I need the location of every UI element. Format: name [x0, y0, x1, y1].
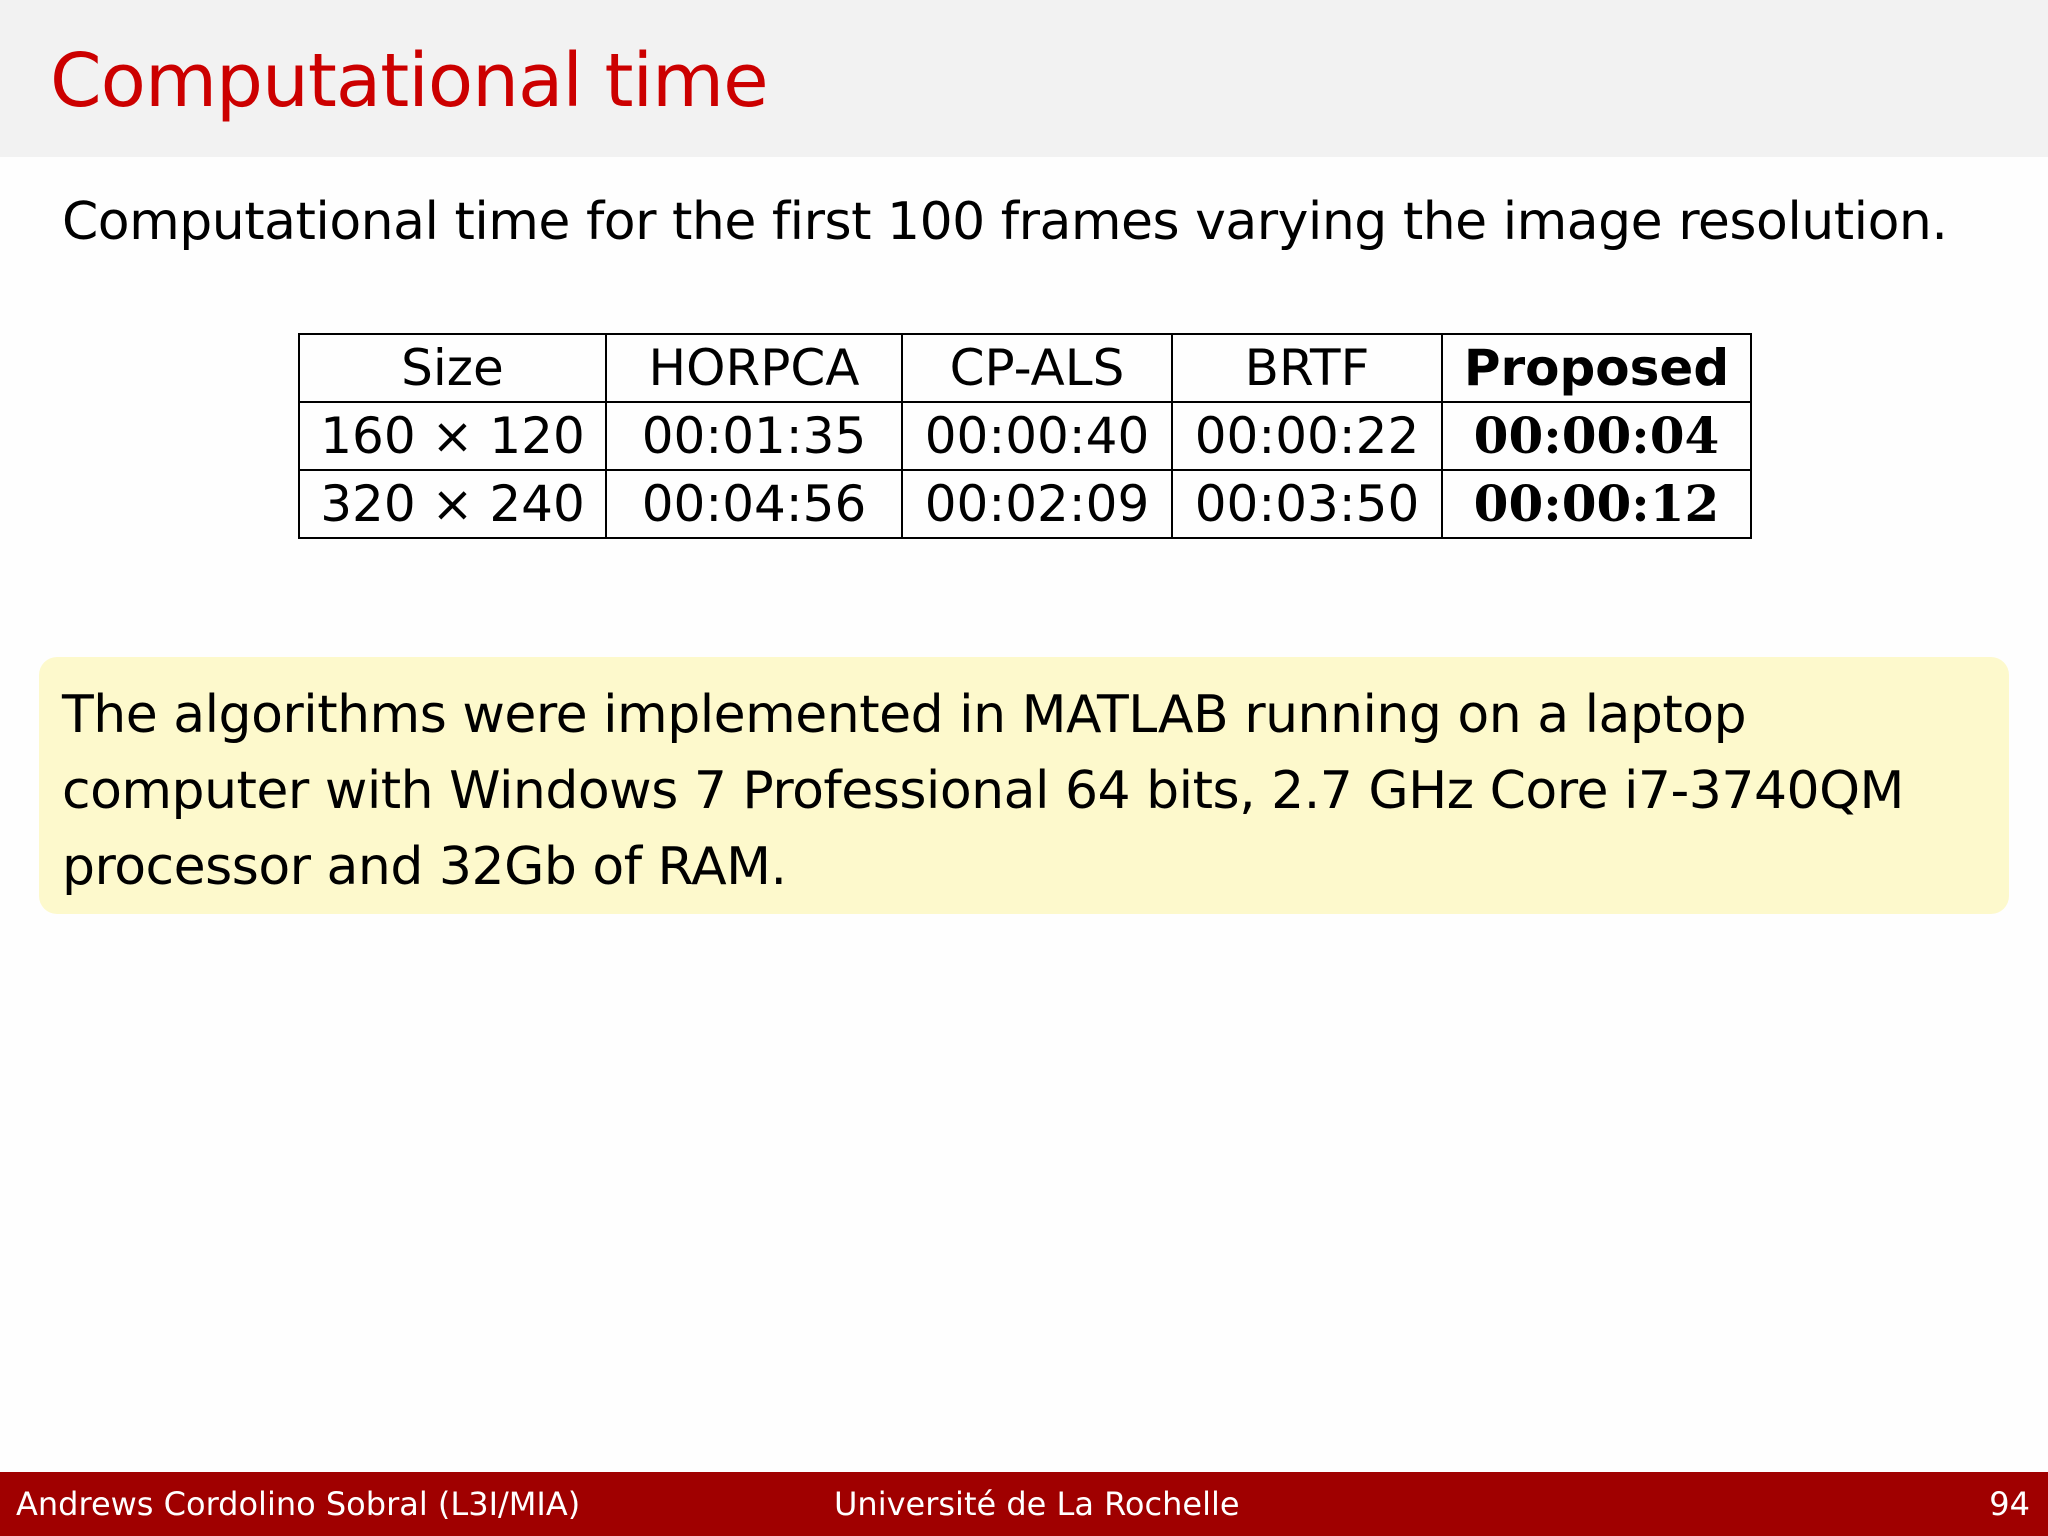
- title-bar: Computational time: [0, 0, 2048, 157]
- footer-author: Andrews Cordolino Sobral (L3I/MIA): [16, 1485, 581, 1523]
- footer: Andrews Cordolino Sobral (L3I/MIA) Unive…: [0, 1472, 2048, 1536]
- slide-title: Computational time: [50, 38, 769, 124]
- cell-cpals: 00:00:40: [901, 401, 1173, 471]
- cell-brtf: 00:00:22: [1171, 401, 1443, 471]
- note-block: The algorithms were implemented in MATLA…: [39, 657, 2009, 914]
- table-header-row: Size HORPCA CP-ALS BRTF Proposed: [298, 333, 1752, 403]
- table-row: 160 × 120 00:01:35 00:00:40 00:00:22 00:…: [298, 401, 1752, 471]
- timing-table: Size HORPCA CP-ALS BRTF Proposed 160 × 1…: [298, 333, 1752, 539]
- cell-proposed: 00:00:12: [1441, 469, 1752, 539]
- header-cpals: CP-ALS: [901, 333, 1173, 403]
- cell-horpca: 00:04:56: [605, 469, 903, 539]
- cell-proposed: 00:00:04: [1441, 401, 1752, 471]
- cell-cpals: 00:02:09: [901, 469, 1173, 539]
- cell-brtf: 00:03:50: [1171, 469, 1443, 539]
- cell-size: 320 × 240: [298, 469, 607, 539]
- page-number: 94: [1989, 1485, 2030, 1523]
- header-horpca: HORPCA: [605, 333, 903, 403]
- header-size: Size: [298, 333, 607, 403]
- header-proposed: Proposed: [1441, 333, 1752, 403]
- footer-institution: Université de La Rochelle: [834, 1485, 1240, 1523]
- cell-horpca: 00:01:35: [605, 401, 903, 471]
- cell-size: 160 × 120: [298, 401, 607, 471]
- note-text: The algorithms were implemented in MATLA…: [62, 685, 1904, 897]
- table-row: 320 × 240 00:04:56 00:02:09 00:03:50 00:…: [298, 469, 1752, 539]
- header-brtf: BRTF: [1171, 333, 1443, 403]
- intro-text: Computational time for the first 100 fra…: [62, 192, 1948, 252]
